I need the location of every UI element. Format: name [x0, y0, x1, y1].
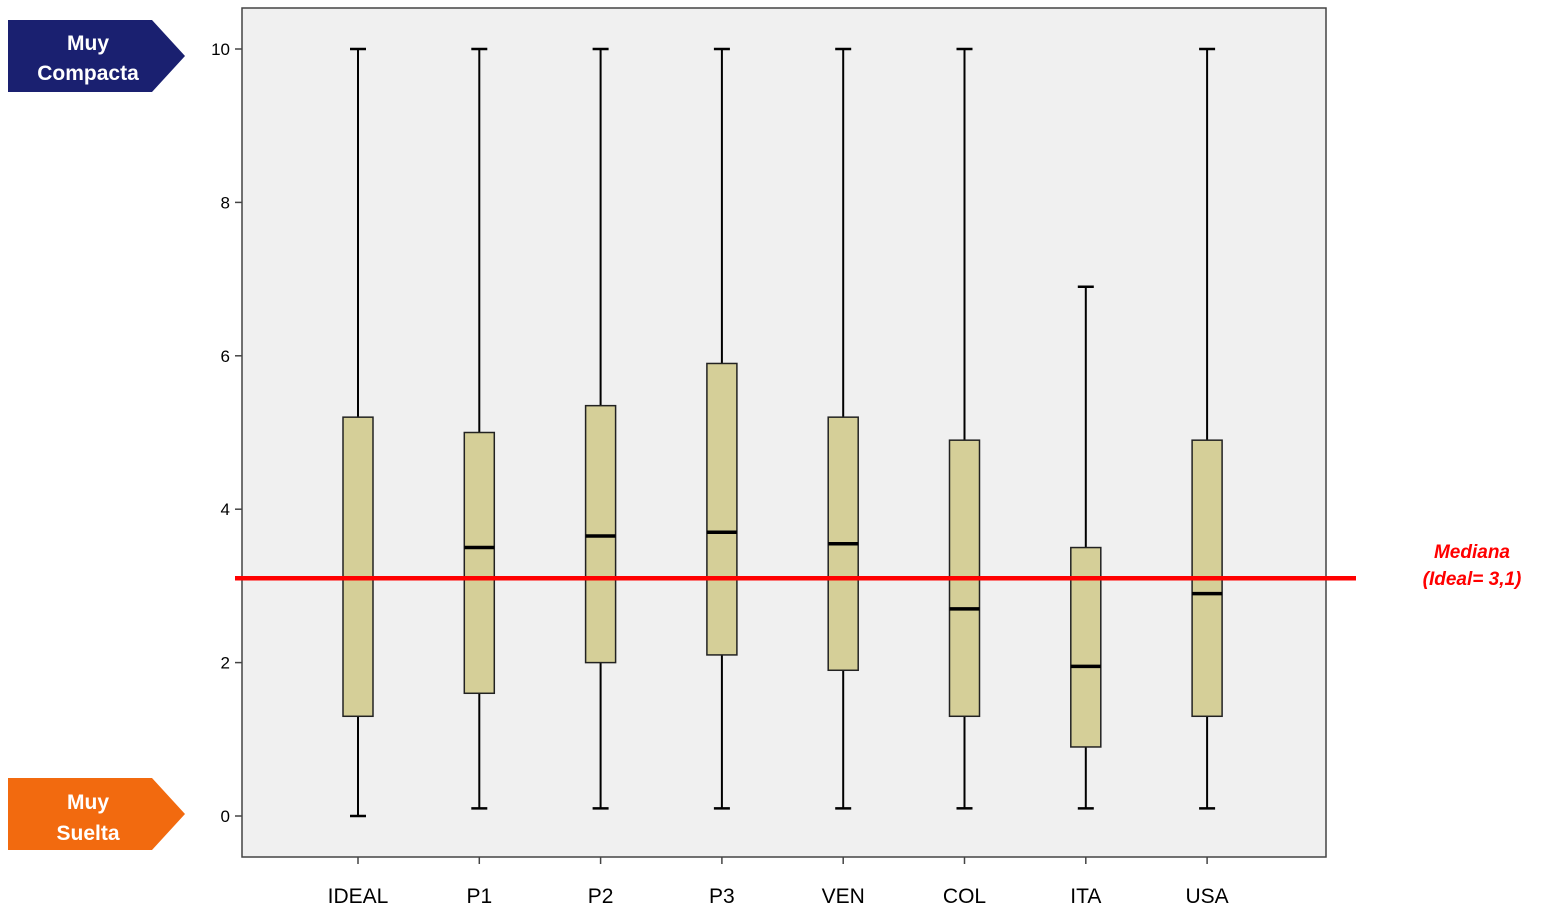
tag-muy-compacta: Muy Compacta — [8, 20, 185, 92]
x-axis: IDEAL P1 P2 P3 VEN COL ITA USA — [328, 857, 1229, 908]
category-label: P2 — [588, 885, 614, 908]
iqr-box — [342, 416, 374, 718]
plot-area — [241, 7, 1327, 858]
category-label: VEN — [822, 885, 865, 908]
category-label: ITA — [1070, 885, 1101, 908]
category-label: IDEAL — [328, 885, 389, 908]
box-p1 — [463, 47, 496, 810]
y-tick-label: 6 — [221, 347, 230, 366]
tag-bottom-line1: Muy — [67, 791, 109, 814]
y-tick-label: 2 — [221, 654, 230, 673]
ref-label: Mediana (Ideal= 3,1) — [1423, 542, 1522, 590]
boxes-group — [342, 47, 1223, 818]
iqr-box — [463, 431, 496, 695]
iqr-box — [1070, 546, 1102, 748]
tag-top-line2: Compacta — [37, 62, 139, 85]
y-tick-label: 8 — [221, 193, 230, 212]
y-tick-label: 0 — [221, 807, 230, 826]
y-tick-label: 10 — [211, 40, 230, 59]
tag-bottom-line2: Suelta — [56, 822, 119, 845]
iqr-box — [584, 404, 617, 664]
tag-muy-suelta: Muy Suelta — [8, 778, 185, 850]
y-tick-label: 4 — [221, 500, 230, 519]
tag-bottom-arrow — [8, 778, 185, 850]
ref-label-line2: (Ideal= 3,1) — [1423, 569, 1522, 590]
y-axis: 0 2 4 6 8 10 — [211, 40, 242, 826]
tag-top-line1: Muy — [67, 32, 109, 55]
box-p3 — [706, 47, 738, 810]
iqr-box — [706, 362, 738, 656]
box-ita — [1070, 285, 1102, 810]
category-label: USA — [1186, 885, 1229, 908]
box-p2 — [584, 47, 617, 810]
tag-top-arrow — [8, 20, 185, 92]
box-ideal — [342, 47, 374, 818]
box-ven — [827, 47, 859, 810]
ref-label-line1: Mediana — [1434, 542, 1510, 563]
category-label: P1 — [466, 885, 492, 908]
category-label: P3 — [709, 885, 735, 908]
category-label: COL — [943, 885, 986, 908]
